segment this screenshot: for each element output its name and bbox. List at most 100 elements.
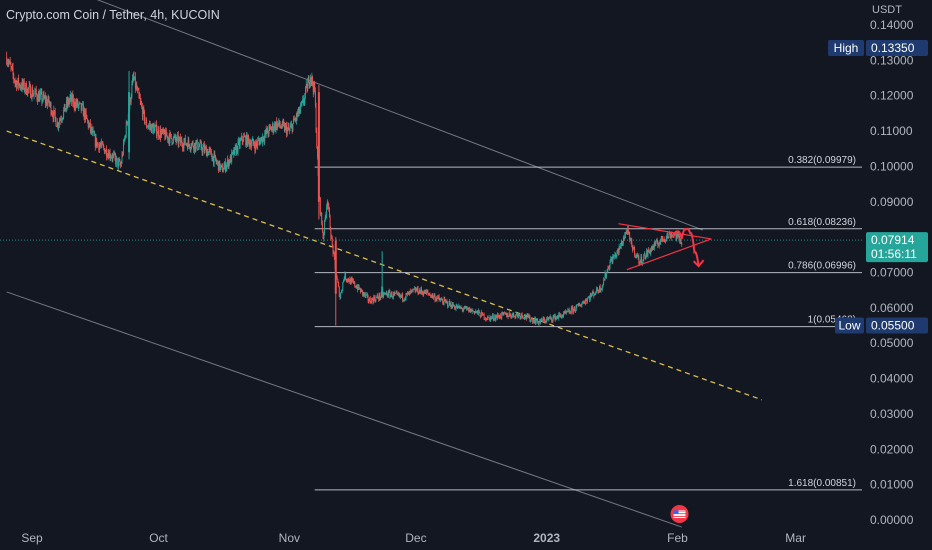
candle-body-153	[113, 153, 115, 155]
candle-body-927	[658, 244, 659, 247]
candle-body-347	[250, 143, 252, 148]
candle-body-364	[262, 136, 264, 143]
candle-body-375	[269, 126, 271, 128]
candle-body-674	[480, 316, 482, 318]
candle-body-238	[173, 136, 175, 138]
candle-body-953	[676, 233, 678, 240]
candle-body-355	[255, 142, 257, 145]
candle-body-896	[636, 254, 638, 256]
candle-body-46	[38, 93, 40, 102]
candle-body-507	[362, 292, 364, 295]
candle-body-471	[337, 279, 339, 283]
candle-body-6	[10, 64, 12, 67]
candle-body-437	[313, 82, 315, 93]
candle-body-729	[518, 314, 520, 316]
candle-body-705	[501, 312, 503, 314]
candle-body-462	[331, 237, 332, 239]
candle-body-842	[598, 291, 600, 293]
candle-body-212	[155, 124, 157, 126]
candle-body-762	[542, 320, 543, 323]
candle-body-132	[99, 145, 100, 150]
candle-body-244	[177, 135, 179, 145]
candle-body-255	[185, 143, 187, 145]
candle-body-920	[653, 246, 655, 249]
candle-body-830	[589, 294, 591, 300]
candle-body-813	[577, 303, 579, 306]
candle-body-70	[55, 117, 57, 127]
candle-body-882	[626, 231, 628, 234]
price-badge-countdown: 01:56:11	[871, 247, 917, 261]
candle-body-116	[87, 120, 89, 127]
candle-body-83	[64, 104, 66, 112]
candle-body-436	[312, 84, 314, 93]
candle-body-628	[447, 306, 449, 307]
candle-body-837	[594, 293, 596, 295]
x-tick-label-2: Nov	[279, 531, 300, 545]
spike-body-1	[317, 92, 320, 202]
candle-body-137	[102, 144, 104, 146]
candle-body-768	[546, 318, 548, 322]
candle-body-639	[455, 306, 457, 309]
candle-body-438	[314, 82, 316, 92]
candle-body-801	[569, 312, 571, 314]
candle-body-839	[596, 287, 598, 293]
candle-body-531	[379, 294, 381, 299]
candle-body-898	[637, 255, 639, 257]
candle-body-323	[233, 150, 235, 155]
candle-body-326	[235, 147, 237, 155]
candles-layer	[6, 51, 683, 327]
candle-body-914	[648, 250, 650, 252]
candle-body-118	[89, 122, 91, 125]
candle-body-224	[163, 129, 165, 134]
candle-body-798	[567, 310, 569, 312]
candle-body-541	[386, 292, 388, 296]
high-badge-value: 0.13350	[871, 41, 915, 55]
candle-body-938	[665, 238, 667, 241]
candle-body-154	[114, 153, 116, 158]
candle-body-862	[612, 256, 614, 263]
candle-body-761	[541, 318, 543, 321]
candle-body-543	[388, 291, 389, 297]
candle-body-892	[633, 246, 635, 249]
candle-body-466	[333, 252, 335, 259]
candle-body-329	[237, 141, 239, 153]
candle-body-547	[390, 292, 392, 295]
candle-body-358	[257, 139, 259, 141]
candle-body-602	[429, 294, 431, 296]
candle-body-350	[252, 139, 254, 141]
candle-body-241	[175, 139, 177, 142]
candle-body-165	[122, 154, 124, 156]
candle-body-819	[582, 302, 584, 304]
candle-body-62	[49, 103, 51, 105]
candle-body-866	[615, 254, 617, 258]
candle-body-337	[243, 136, 245, 142]
candle-body-460	[329, 215, 331, 230]
candle-body-827	[587, 297, 589, 299]
candle-body-412	[295, 113, 297, 121]
candle-body-877	[622, 238, 624, 243]
candle-body-578	[412, 289, 414, 291]
candle-body-893	[634, 246, 636, 256]
candle-body-513	[366, 294, 368, 296]
candle-body-425	[305, 87, 306, 95]
candle-body-906	[643, 255, 645, 260]
candle-body-107	[81, 104, 83, 110]
candle-body-520	[371, 298, 373, 300]
candle-body-755	[537, 318, 539, 322]
candle-body-440	[315, 105, 317, 132]
candle-body-297	[215, 155, 216, 160]
event-marker[interactable]	[670, 505, 689, 523]
candle-body-155	[115, 157, 117, 164]
candle-body-268	[194, 143, 196, 150]
x-axis[interactable]: Sep Oct Nov Dec 2023 Feb Mar	[21, 531, 806, 545]
candle-body-817	[580, 305, 582, 307]
y-axis[interactable]: 0.14000 0.13000 0.12000 0.11000 0.10000 0.090…	[870, 18, 914, 527]
candle-body-369	[265, 130, 267, 134]
candle-body-348	[250, 144, 252, 148]
candle-body-684	[487, 316, 489, 320]
candle-body-879	[624, 235, 626, 239]
candle-body-765	[544, 319, 546, 322]
candle-body-18	[18, 84, 20, 86]
candle-body-608	[433, 295, 435, 297]
